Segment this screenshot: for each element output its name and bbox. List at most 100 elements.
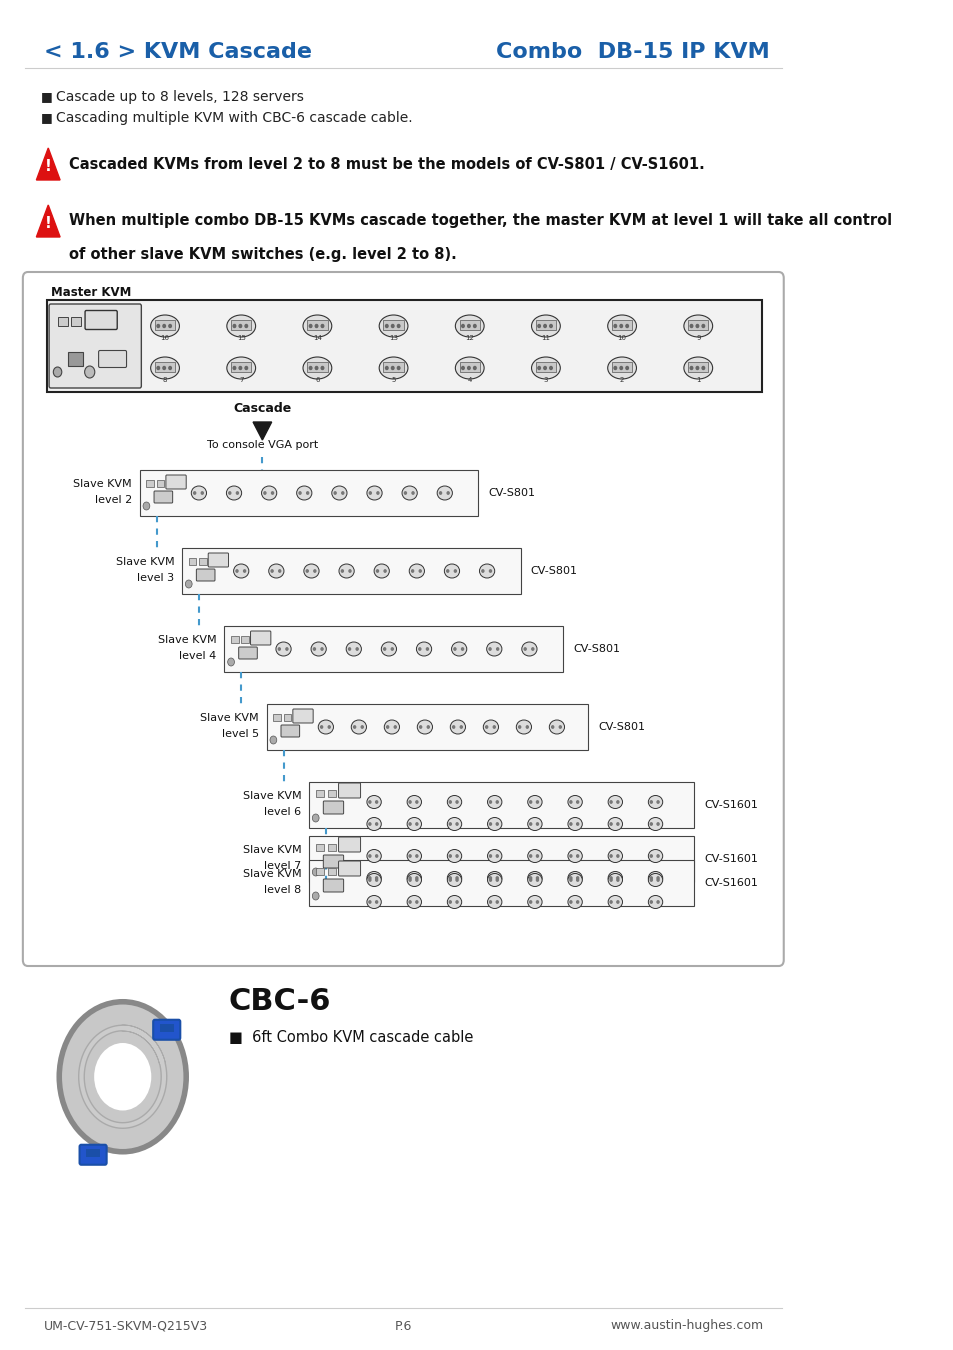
Circle shape: [496, 822, 497, 825]
FancyBboxPatch shape: [153, 1019, 180, 1040]
Ellipse shape: [409, 564, 424, 578]
Circle shape: [473, 324, 476, 328]
Circle shape: [529, 855, 531, 857]
Circle shape: [272, 491, 274, 494]
Circle shape: [696, 366, 698, 370]
Bar: [198, 558, 206, 566]
Circle shape: [657, 822, 659, 825]
Ellipse shape: [407, 795, 421, 809]
Circle shape: [619, 324, 622, 328]
Circle shape: [143, 502, 150, 510]
Circle shape: [394, 726, 395, 728]
Circle shape: [701, 324, 704, 328]
Circle shape: [409, 801, 411, 803]
Ellipse shape: [648, 818, 662, 830]
Circle shape: [449, 876, 451, 879]
Circle shape: [341, 491, 343, 494]
Circle shape: [449, 879, 451, 882]
Text: 2: 2: [619, 377, 623, 383]
Ellipse shape: [378, 356, 408, 379]
Text: ■: ■: [41, 90, 52, 104]
Circle shape: [397, 324, 399, 328]
Circle shape: [409, 855, 411, 857]
Circle shape: [361, 726, 363, 728]
Bar: [154, 362, 175, 373]
Circle shape: [449, 855, 451, 857]
Circle shape: [446, 570, 448, 572]
Text: P.6: P.6: [395, 1319, 412, 1332]
Circle shape: [278, 648, 280, 651]
Circle shape: [157, 324, 159, 328]
Circle shape: [696, 324, 698, 328]
Ellipse shape: [516, 720, 531, 734]
Text: level 4: level 4: [179, 651, 216, 661]
Circle shape: [409, 900, 411, 903]
Circle shape: [239, 366, 241, 370]
Circle shape: [385, 324, 388, 328]
Circle shape: [314, 324, 317, 328]
Ellipse shape: [549, 720, 564, 734]
Ellipse shape: [311, 643, 326, 656]
Circle shape: [312, 814, 318, 822]
Circle shape: [489, 648, 491, 651]
Circle shape: [617, 879, 618, 882]
Ellipse shape: [367, 849, 381, 863]
Circle shape: [59, 1002, 186, 1152]
Bar: [47, 300, 760, 391]
Ellipse shape: [607, 872, 622, 884]
Circle shape: [657, 855, 659, 857]
Bar: [687, 362, 708, 373]
Circle shape: [416, 822, 417, 825]
Circle shape: [375, 801, 377, 803]
FancyBboxPatch shape: [323, 801, 343, 814]
Circle shape: [523, 648, 526, 651]
FancyBboxPatch shape: [196, 568, 214, 580]
Circle shape: [549, 324, 552, 328]
Circle shape: [454, 570, 456, 572]
Circle shape: [536, 876, 537, 879]
Circle shape: [617, 876, 618, 879]
Bar: [71, 317, 81, 325]
Text: level 7: level 7: [264, 861, 301, 871]
Circle shape: [619, 366, 622, 370]
Circle shape: [85, 366, 94, 378]
Text: CV-S801: CV-S801: [573, 644, 619, 653]
Circle shape: [456, 900, 457, 903]
Circle shape: [320, 726, 322, 728]
Text: Cascading multiple KVM with CBC-6 cascade cable.: Cascading multiple KVM with CBC-6 cascad…: [56, 111, 412, 126]
Circle shape: [418, 648, 420, 651]
Ellipse shape: [567, 818, 581, 830]
Ellipse shape: [531, 356, 559, 379]
FancyBboxPatch shape: [323, 855, 343, 868]
Circle shape: [193, 491, 195, 494]
Ellipse shape: [346, 643, 361, 656]
Circle shape: [489, 570, 491, 572]
Ellipse shape: [567, 873, 581, 887]
Ellipse shape: [261, 486, 276, 500]
Circle shape: [452, 726, 455, 728]
Ellipse shape: [269, 564, 284, 578]
Circle shape: [489, 879, 491, 882]
Bar: [57, 317, 68, 325]
Ellipse shape: [483, 720, 498, 734]
Circle shape: [650, 855, 652, 857]
Ellipse shape: [151, 315, 179, 338]
Circle shape: [461, 366, 464, 370]
Text: 16: 16: [160, 335, 170, 342]
Circle shape: [375, 822, 377, 825]
Text: Master KVM: Master KVM: [51, 286, 131, 300]
Circle shape: [412, 491, 414, 494]
Ellipse shape: [607, 356, 636, 379]
FancyBboxPatch shape: [281, 725, 299, 737]
Text: 1: 1: [696, 377, 700, 383]
Ellipse shape: [367, 795, 381, 809]
Circle shape: [328, 726, 330, 728]
FancyBboxPatch shape: [85, 310, 117, 329]
Polygon shape: [36, 148, 60, 180]
Circle shape: [157, 366, 159, 370]
Bar: [309, 782, 693, 828]
Text: Slave KVM: Slave KVM: [158, 634, 216, 645]
Ellipse shape: [407, 872, 421, 884]
Text: CV-S1601: CV-S1601: [703, 878, 758, 888]
Circle shape: [264, 491, 266, 494]
